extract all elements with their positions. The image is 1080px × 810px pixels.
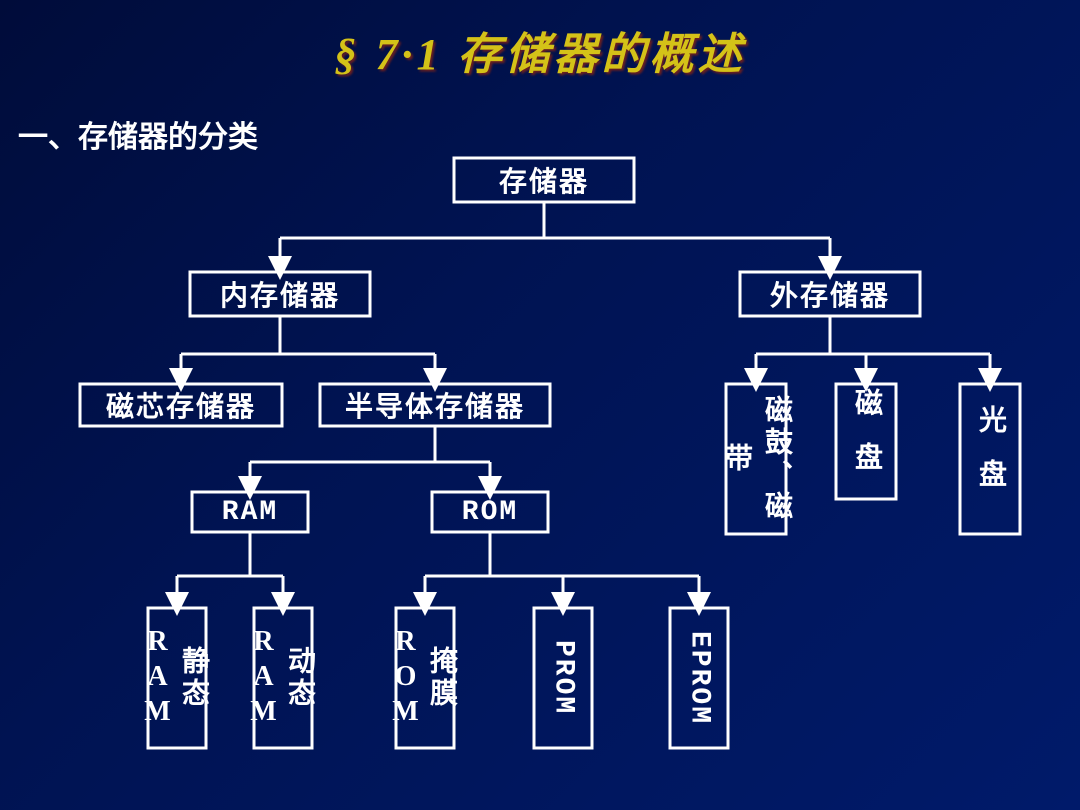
node-eprom: EPROM	[670, 608, 728, 748]
node-inner: 内存储器	[190, 272, 370, 316]
node-mrom: 掩膜 ROM	[396, 608, 454, 748]
node-prom: PROM	[534, 608, 592, 748]
node-core: 磁芯存储器	[80, 384, 282, 426]
node-disk: 磁盘	[836, 384, 896, 499]
node-dram: 动态 RAM	[254, 608, 312, 748]
node-sram: 静态 RAM	[148, 608, 206, 748]
node-drum: 磁鼓、磁带	[726, 384, 786, 534]
node-outer: 外存储器	[740, 272, 920, 316]
node-rom: ROM	[432, 492, 548, 532]
node-root: 存储器	[454, 158, 634, 202]
node-ram: RAM	[192, 492, 308, 532]
node-semi: 半导体存储器	[320, 384, 550, 426]
node-cd: 光盘	[960, 384, 1020, 534]
